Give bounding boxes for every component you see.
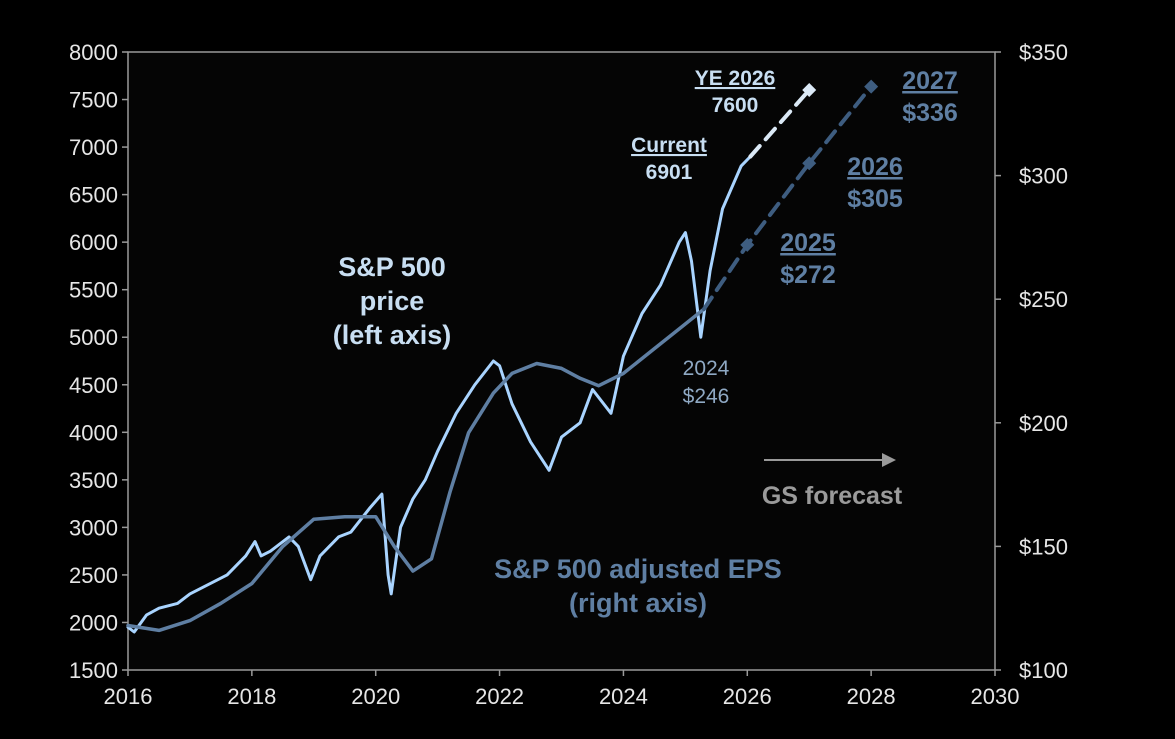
x-tick-label: 2028 — [847, 684, 896, 709]
right-tick-label: $350 — [1019, 40, 1068, 65]
x-axis: 2016 2018 2020 2022 2024 2026 2028 2030 — [104, 670, 1020, 709]
current-title: Current — [631, 134, 707, 157]
annotations: S&P 500 price (left axis) S&P 500 adjust… — [333, 67, 958, 618]
eps-2027-year: 2027 — [902, 67, 958, 95]
series-layer — [126, 84, 874, 634]
x-tick-label: 2016 — [104, 684, 153, 709]
left-tick-label: 2500 — [69, 563, 118, 588]
x-tick-label: 2026 — [723, 684, 772, 709]
plot-area — [127, 51, 996, 671]
forecast-arrow-icon — [882, 453, 896, 467]
price-label-line3: (left axis) — [333, 320, 452, 350]
left-tick-label: 6000 — [69, 230, 118, 255]
right-axis: $100 $150 $200 $250 $300 $350 — [995, 40, 1068, 683]
forecast-point-marker — [802, 156, 817, 171]
eps-2027-value: $336 — [902, 99, 958, 127]
x-tick-label: 2024 — [599, 684, 648, 709]
x-tick-label: 2020 — [351, 684, 400, 709]
left-tick-label: 1500 — [69, 658, 118, 683]
left-tick-label: 4000 — [69, 420, 118, 445]
right-tick-label: $100 — [1019, 658, 1068, 683]
series-s-p-500-adjusted-eps-line — [126, 307, 706, 633]
series-s-p-500-price-line — [126, 155, 752, 634]
marker-layer — [740, 79, 879, 252]
series-s-p-500-price-forecast-line — [748, 88, 812, 159]
left-tick-label: 7500 — [69, 88, 118, 113]
forecast-point-marker — [864, 79, 879, 94]
x-tick-label: 2030 — [971, 684, 1020, 709]
left-tick-label: 8000 — [69, 40, 118, 65]
left-tick-label: 3000 — [69, 515, 118, 540]
right-tick-label: $250 — [1019, 287, 1068, 312]
left-tick-label: 5000 — [69, 325, 118, 350]
left-axis: 1500 2000 2500 3000 3500 4000 4500 5000 5500 6000… — [69, 40, 128, 683]
left-tick-label: 7000 — [69, 135, 118, 160]
left-tick-label: 3500 — [69, 468, 118, 493]
x-tick-label: 2022 — [475, 684, 524, 709]
current-value: 6901 — [646, 161, 693, 184]
ye-2026-title: YE 2026 — [695, 67, 776, 90]
eps-2025-value: $272 — [780, 261, 836, 289]
eps-2024-year: 2024 — [683, 357, 730, 380]
eps-2026-year: 2026 — [847, 153, 903, 181]
left-tick-label: 6500 — [69, 183, 118, 208]
price-label-line2: price — [360, 286, 425, 316]
eps-2025-year: 2025 — [780, 229, 836, 257]
ye-2026-value: 7600 — [712, 94, 759, 117]
price-label-line1: S&P 500 — [338, 252, 446, 282]
right-tick-label: $200 — [1019, 411, 1068, 436]
right-tick-label: $150 — [1019, 534, 1068, 559]
eps-label-line1: S&P 500 adjusted EPS — [494, 554, 782, 584]
eps-2024-value: $246 — [683, 385, 730, 408]
left-tick-label: 5500 — [69, 278, 118, 303]
forecast-label: GS forecast — [762, 482, 903, 510]
right-tick-label: $300 — [1019, 164, 1068, 189]
left-tick-label: 4500 — [69, 373, 118, 398]
left-tick-label: 2000 — [69, 610, 118, 635]
eps-label-line2: (right axis) — [569, 588, 707, 618]
forecast-point-marker — [740, 237, 755, 252]
series-eps-forecast-line — [701, 84, 874, 312]
x-tick-label: 2018 — [227, 684, 276, 709]
forecast-point-marker — [802, 83, 817, 98]
eps-2026-value: $305 — [847, 185, 903, 213]
